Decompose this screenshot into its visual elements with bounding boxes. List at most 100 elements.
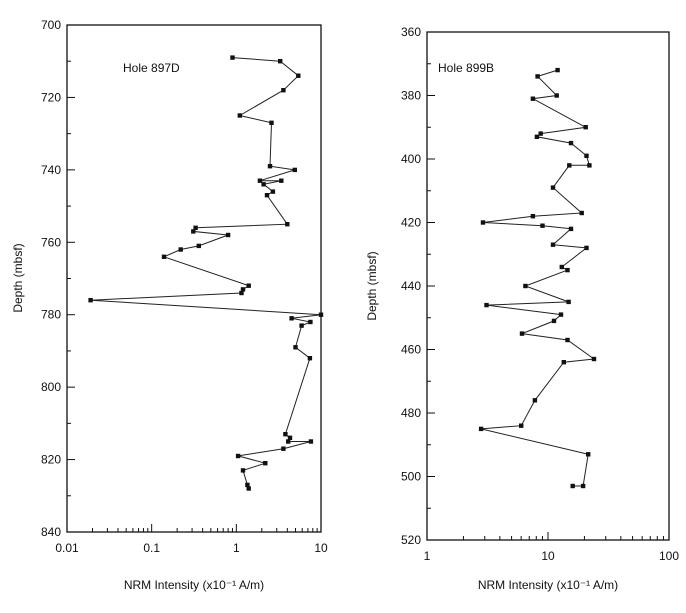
data-point: [240, 287, 246, 292]
data-point: [570, 483, 575, 489]
data-point: [267, 164, 273, 169]
data-point: [480, 220, 486, 225]
data-point: [568, 226, 574, 232]
data-point: [591, 356, 597, 362]
data-point: [559, 264, 564, 270]
y-axis-title: Depth (mbsf): [365, 251, 379, 320]
plot-frame: [66, 24, 322, 533]
y-tick-label: 400: [401, 152, 421, 166]
y-tick-label: 840: [41, 525, 61, 539]
data-point: [478, 426, 484, 432]
data-point: [551, 318, 557, 324]
data-point: [567, 163, 572, 168]
data-point: [566, 299, 571, 305]
data-point: [237, 113, 242, 118]
data-point: [561, 360, 566, 365]
y-axis-title: Depth (mbsf): [11, 243, 25, 312]
y-tick-label: 780: [41, 308, 61, 322]
data-point: [584, 245, 589, 251]
data-point: [523, 283, 528, 289]
series-line: [480, 69, 596, 487]
data-point: [580, 483, 586, 489]
data-point: [550, 185, 556, 190]
data-point: [239, 290, 244, 296]
data-point: [178, 247, 183, 252]
y-axis: 360 380 400 420 440 460 480 500 520: [401, 25, 435, 547]
data-point: [281, 88, 286, 93]
y-tick-label: 800: [41, 380, 61, 394]
data-point: [281, 446, 286, 451]
panel-label: Hole 897D: [123, 61, 180, 75]
data-point: [245, 482, 250, 488]
data-point: [246, 283, 251, 288]
data-point: [279, 178, 284, 183]
x-tick-label: 0.1: [143, 541, 160, 555]
x-tick-label: 100: [659, 549, 679, 563]
data-point: [264, 193, 270, 198]
data-point: [579, 210, 584, 216]
x-axis-title: NRM Intensity (x10⁻¹ A/m): [124, 578, 264, 592]
data-point: [225, 232, 231, 238]
x-axis: 0.01 0.1 1 10: [55, 524, 328, 555]
data-point: [286, 439, 291, 444]
data-point: [240, 468, 246, 473]
data-point: [568, 140, 574, 146]
data-point: [88, 298, 93, 303]
data-point: [287, 435, 293, 440]
y-tick-label: 700: [41, 18, 61, 32]
data-point: [293, 345, 298, 350]
data-point: [530, 96, 536, 101]
y-tick-label: 360: [401, 25, 421, 39]
data-point: [555, 67, 560, 73]
y-axis: 700 720 740 760 780 800 820 840: [41, 18, 75, 539]
y-tick-label: 500: [401, 470, 421, 484]
data-point: [263, 461, 268, 466]
data-point: [540, 223, 545, 228]
y-tick-label: 420: [401, 216, 421, 230]
y-tick-label: 760: [41, 235, 61, 249]
data-point: [308, 439, 314, 444]
x-tick-label: 0.01: [55, 541, 79, 555]
x-tick-label: 1: [424, 549, 431, 563]
y-tick-label: 740: [41, 163, 61, 177]
data-point: [299, 323, 304, 328]
data-point: [583, 125, 588, 130]
x-axis: 1 10 100: [424, 532, 679, 563]
data-point: [554, 93, 559, 98]
data-point: [292, 167, 297, 173]
data-point: [270, 189, 276, 194]
data-point: [307, 356, 313, 361]
panel-hole-899b: Hole 899B 1 10 100 360 380 400 420 440 460 480 50…: [365, 25, 679, 592]
data-point: [246, 486, 251, 491]
data-point: [308, 319, 313, 325]
data-point: [586, 452, 591, 457]
data-point: [193, 225, 198, 230]
y-tick-label: 380: [401, 89, 421, 103]
data-point: [161, 254, 167, 259]
data-point: [558, 312, 564, 317]
data-point: [534, 134, 540, 139]
y-tick-label: 820: [41, 453, 61, 467]
panel-label: Hole 899B: [438, 61, 494, 75]
data-point: [296, 73, 301, 78]
y-tick-label: 480: [401, 406, 421, 420]
plot-frame: [426, 31, 670, 541]
data-markers: [88, 55, 324, 491]
y-tick-label: 440: [401, 279, 421, 293]
data-point: [530, 214, 536, 219]
data-point: [584, 153, 589, 158]
y-tick-label: 520: [401, 533, 421, 547]
data-point: [538, 131, 543, 136]
series-line: [90, 57, 322, 489]
y-tick-label: 460: [401, 343, 421, 357]
data-point: [565, 337, 570, 343]
data-point: [257, 178, 263, 183]
data-point: [261, 182, 266, 187]
data-point: [519, 423, 524, 428]
x-tick-label: 1: [233, 541, 240, 555]
panel-hole-897d: Hole 897D 0.01 0.1 1 10 700 720 740 760 780 800 8…: [11, 18, 328, 592]
data-point: [230, 55, 235, 60]
data-point: [484, 302, 489, 308]
x-axis-title: NRM Intensity (x10⁻¹ A/m): [478, 578, 618, 592]
data-point: [196, 243, 201, 249]
